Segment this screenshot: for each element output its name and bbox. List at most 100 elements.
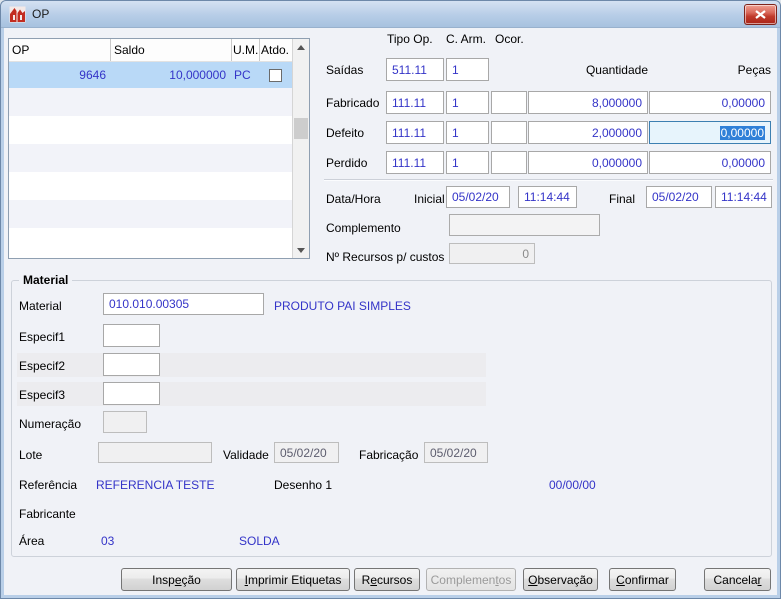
cell-um: PC (234, 68, 251, 82)
grid-empty-row[interactable] (9, 228, 292, 256)
grid-empty-row[interactable] (9, 172, 292, 200)
quantidade-header: Quantidade (585, 63, 648, 77)
window-title: OP (32, 7, 50, 21)
numeracao-label: Numeração (19, 417, 82, 431)
perdido-quantidade-field[interactable]: 0,000000 (528, 151, 648, 174)
op-grid: OP Saldo U.M. Atdo. 9646 10,000000 PC (8, 38, 310, 259)
referencia-date: 00/00/00 (549, 478, 596, 492)
fabricado-ocor-field[interactable] (491, 91, 527, 114)
grid-empty-row[interactable] (9, 116, 292, 144)
perdido-label: Perdido (326, 156, 368, 170)
especif3-label: Especif3 (19, 388, 66, 402)
referencia-value: REFERENCIA TESTE (96, 478, 215, 492)
final-date-field[interactable]: 05/02/20 (646, 186, 712, 208)
op-grid-selected-row[interactable]: 9646 10,000000 PC (9, 62, 292, 88)
complemento-label: Complemento (326, 221, 401, 235)
fabricado-arm-field[interactable]: 1 (446, 91, 489, 114)
perdido-pecas-field[interactable]: 0,00000 (649, 151, 771, 174)
material-groupbox: Material (11, 273, 772, 557)
fabricado-tipo-field[interactable]: 111.11 (386, 91, 444, 114)
col-header-atdo[interactable]: Atdo. (261, 43, 290, 57)
material-code-field[interactable]: 010.010.00305 (103, 293, 264, 315)
final-time-field[interactable]: 11:14:44 (715, 186, 772, 208)
section-divider (324, 179, 773, 181)
area-code: 03 (101, 534, 115, 548)
final-label: Final (609, 192, 636, 206)
numeracao-field (103, 411, 147, 433)
selected-text: 0,00000 (719, 125, 765, 140)
defeito-label: Defeito (326, 126, 365, 140)
close-icon (755, 10, 766, 19)
especif3-row-stripe (17, 382, 486, 406)
cell-saldo: 10,000000 (169, 68, 226, 82)
grid-empty-row[interactable] (9, 88, 292, 116)
fabricado-pecas-field[interactable]: 0,00000 (649, 91, 771, 114)
material-group-title: Material (19, 273, 73, 287)
grid-empty-row[interactable] (9, 200, 292, 228)
saidas-tipo-field[interactable]: 511.11 (386, 58, 444, 81)
fabricacao-field: 05/02/20 (424, 442, 488, 463)
col-header-um[interactable]: U.M. (232, 39, 260, 61)
grid-empty-row[interactable] (9, 144, 292, 172)
especif2-row-stripe (17, 353, 486, 377)
especif2-field[interactable] (103, 353, 160, 376)
ocor-header: Ocor. (495, 32, 524, 46)
area-label: Área (19, 534, 45, 548)
especif2-label: Especif2 (19, 359, 66, 373)
tipo-op-header: Tipo Op. (387, 32, 433, 46)
perdido-tipo-field[interactable]: 111.11 (386, 151, 444, 174)
desenho-label: Desenho 1 (274, 478, 333, 492)
atdo-checkbox[interactable] (269, 68, 282, 82)
saidas-arm-field[interactable]: 1 (446, 58, 489, 81)
pecas-header: Peças (737, 63, 771, 77)
data-hora-label: Data/Hora (326, 192, 381, 206)
perdido-ocor-field[interactable] (491, 151, 527, 174)
col-header-op[interactable]: OP (9, 39, 111, 61)
saidas-label: Saídas (326, 63, 364, 77)
close-button[interactable] (744, 4, 777, 25)
scroll-thumb[interactable] (294, 118, 308, 139)
app-icon (9, 6, 26, 22)
fabricado-label: Fabricado (326, 96, 380, 110)
defeito-pecas-field[interactable]: 0,00000 (649, 121, 771, 144)
grid-scrollbar[interactable] (292, 39, 309, 258)
cancelar-button[interactable]: Cancela r (704, 568, 771, 591)
op-grid-header: OP Saldo U.M. Atdo. (9, 39, 292, 62)
scroll-down-arrow-icon[interactable] (293, 242, 309, 258)
cell-op: 9646 (79, 68, 106, 82)
title-bar[interactable]: OP (1, 1, 780, 28)
fabricante-label: Fabricante (19, 507, 76, 521)
defeito-arm-field[interactable]: 1 (446, 121, 489, 144)
col-header-saldo[interactable]: Saldo (111, 39, 232, 61)
lote-field (98, 442, 212, 463)
inicial-label: Inicial (414, 192, 445, 206)
fabricado-quantidade-field[interactable]: 8,000000 (528, 91, 648, 114)
defeito-ocor-field[interactable] (491, 121, 527, 144)
especif1-field[interactable] (103, 324, 160, 347)
validade-label: Validade (223, 448, 269, 462)
complementos-button: Complemen t os (426, 568, 516, 591)
fabricacao-label: Fabricação (359, 448, 419, 462)
area-description: SOLDA (239, 534, 280, 548)
complemento-field[interactable] (449, 214, 600, 236)
especif3-field[interactable] (103, 382, 160, 405)
referencia-label: Referência (19, 478, 78, 492)
inicial-date-field[interactable]: 05/02/20 (446, 186, 510, 208)
material-label: Material (19, 299, 62, 313)
validade-field: 05/02/20 (274, 442, 339, 463)
inspecao-button[interactable]: Insp e ção (121, 568, 232, 591)
especif1-label: Especif1 (19, 330, 66, 344)
material-description: PRODUTO PAI SIMPLES (274, 299, 411, 313)
inicial-time-field[interactable]: 11:14:44 (518, 186, 577, 208)
defeito-tipo-field[interactable]: 111.11 (386, 121, 444, 144)
defeito-quantidade-field[interactable]: 2,000000 (528, 121, 648, 144)
recursos-custos-field: 0 (449, 243, 535, 264)
c-arm-header: C. Arm. (446, 32, 487, 46)
perdido-arm-field[interactable]: 1 (446, 151, 489, 174)
scroll-up-arrow-icon[interactable] (293, 39, 309, 55)
